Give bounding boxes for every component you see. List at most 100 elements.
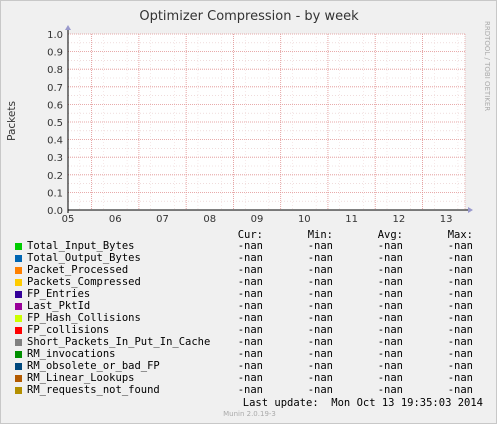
legend-series-name: FP_Hash_Collisions	[27, 312, 141, 324]
legend-item: RM_requests_not_found -nan -nan -nan -nan	[15, 384, 485, 397]
legend-item: FP_collisions -nan -nan -nan -nan	[15, 324, 485, 337]
legend-value-max: -nan	[447, 276, 473, 288]
y-tick-label: 1.0	[47, 30, 63, 41]
y-axis-label: Packets	[6, 101, 18, 141]
legend-swatch	[15, 363, 22, 370]
legend-value-avg: -nan	[377, 348, 403, 360]
legend-value-max: -nan	[447, 324, 473, 336]
legend-series-name: Total_Input_Bytes	[27, 240, 135, 252]
y-tick-label: 0.3	[47, 153, 63, 164]
legend-value-cur: -nan	[237, 372, 263, 384]
legend-item: Total_Output_Bytes -nan -nan -nan -nan	[15, 252, 485, 265]
legend-value-cur: -nan	[237, 300, 263, 312]
legend-value-max: -nan	[447, 312, 473, 324]
y-tick-label: 0.0	[47, 206, 63, 217]
legend-item: RM_obsolete_or_bad_FP -nan -nan -nan -nan	[15, 360, 485, 373]
x-tick-label: 08	[203, 214, 216, 225]
legend-value-max: -nan	[447, 348, 473, 360]
legend-value-avg: -nan	[377, 264, 403, 276]
legend-value-avg: -nan	[377, 324, 403, 336]
legend-swatch	[15, 243, 22, 250]
legend-swatch	[15, 303, 22, 310]
last-update: Last update: Mon Oct 13 19:35:03 2014	[242, 397, 483, 409]
legend-item: Short_Packets_In_Put_In_Cache -nan -nan -na…	[15, 336, 485, 349]
legend-value-avg: -nan	[377, 276, 403, 288]
legend-value-max: -nan	[447, 264, 473, 276]
legend-swatch	[15, 279, 22, 286]
legend-value-min: -nan	[307, 264, 333, 276]
x-tick-label: 06	[109, 214, 122, 225]
legend-value-max: -nan	[447, 372, 473, 384]
legend-swatch	[15, 375, 22, 382]
legend-item: FP_Hash_Collisions -nan -nan -nan -nan	[15, 312, 485, 325]
legend-value-max: -nan	[447, 240, 473, 252]
y-tick-label: 0.8	[47, 65, 63, 76]
legend-item: RM_Linear_Lookups -nan -nan -nan -nan	[15, 372, 485, 385]
legend-value-max: -nan	[447, 384, 473, 396]
legend-value-avg: -nan	[377, 372, 403, 384]
legend-value-avg: -nan	[377, 384, 403, 396]
legend-item: Packet_Processed -nan -nan -nan -nan	[15, 264, 485, 277]
legend-value-min: -nan	[307, 324, 333, 336]
legend-value-min: -nan	[307, 336, 333, 348]
legend-value-min: -nan	[307, 240, 333, 252]
y-tick-label: 0.6	[47, 100, 63, 111]
legend-value-min: -nan	[307, 300, 333, 312]
legend-value-avg: -nan	[377, 300, 403, 312]
legend-swatch	[15, 387, 22, 394]
legend-item: Total_Input_Bytes -nan -nan -nan -nan	[15, 240, 485, 253]
chart-title: Optimizer Compression - by week	[139, 9, 359, 24]
legend-value-avg: -nan	[377, 360, 403, 372]
y-tick-label: 0.9	[47, 48, 63, 59]
legend-value-cur: -nan	[237, 336, 263, 348]
legend-swatch	[15, 351, 22, 358]
legend-series-name: RM_obsolete_or_bad_FP	[27, 360, 160, 372]
legend-series-name: Packets_Compressed	[27, 276, 141, 288]
legend-value-avg: -nan	[377, 312, 403, 324]
legend-item: FP_Entries -nan -nan -nan -nan	[15, 288, 485, 301]
y-tick-label: 0.1	[47, 188, 63, 199]
legend-value-max: -nan	[447, 300, 473, 312]
legend-swatch	[15, 267, 22, 274]
legend-value-max: -nan	[447, 288, 473, 300]
x-tick-label: 05	[62, 214, 75, 225]
legend-value-max: -nan	[447, 360, 473, 372]
legend-value-min: -nan	[307, 372, 333, 384]
chart-plot: Optimizer Compression - by week Packets …	[6, 9, 491, 225]
legend-swatch	[15, 339, 22, 346]
y-tick-label: 0.2	[47, 171, 63, 182]
legend-header-avg: Avg:	[377, 229, 403, 241]
legend-header-min: Min:	[307, 229, 333, 241]
legend-value-min: -nan	[307, 384, 333, 396]
legend-value-avg: -nan	[377, 288, 403, 300]
legend-series-name: Packet_Processed	[27, 264, 129, 276]
legend-swatch	[15, 315, 22, 322]
legend-value-min: -nan	[307, 360, 333, 372]
legend-swatch	[15, 291, 22, 298]
legend-series-name: RM_requests_not_found	[27, 384, 160, 396]
legend-value-max: -nan	[447, 252, 473, 264]
x-tick-label: 09	[251, 214, 264, 225]
legend-header-max: Max:	[447, 229, 473, 241]
legend-value-cur: -nan	[237, 240, 263, 252]
legend-item: Packets_Compressed -nan -nan -nan -nan	[15, 276, 485, 289]
legend-value-max: -nan	[447, 336, 473, 348]
legend-value-cur: -nan	[237, 312, 263, 324]
legend-series-name: FP_Entries	[27, 288, 91, 300]
legend-value-cur: -nan	[237, 276, 263, 288]
legend-value-cur: -nan	[237, 348, 263, 360]
legend-header-cur: Cur:	[237, 229, 263, 241]
y-tick-label: 0.4	[47, 136, 63, 147]
legend-value-cur: -nan	[237, 288, 263, 300]
legend-value-cur: -nan	[237, 252, 263, 264]
legend-item: RM_invocations -nan -nan -nan -nan	[15, 348, 485, 361]
legend-item: Last_PktId -nan -nan -nan -nan	[15, 300, 485, 313]
x-tick-label: 11	[345, 214, 358, 225]
legend-value-min: -nan	[307, 252, 333, 264]
legend-value-avg: -nan	[377, 252, 403, 264]
legend-value-cur: -nan	[237, 264, 263, 276]
legend-series-name: Short_Packets_In_Put_In_Cache	[27, 336, 211, 348]
y-tick-label: 0.7	[47, 83, 63, 94]
legend-swatch	[15, 255, 22, 262]
